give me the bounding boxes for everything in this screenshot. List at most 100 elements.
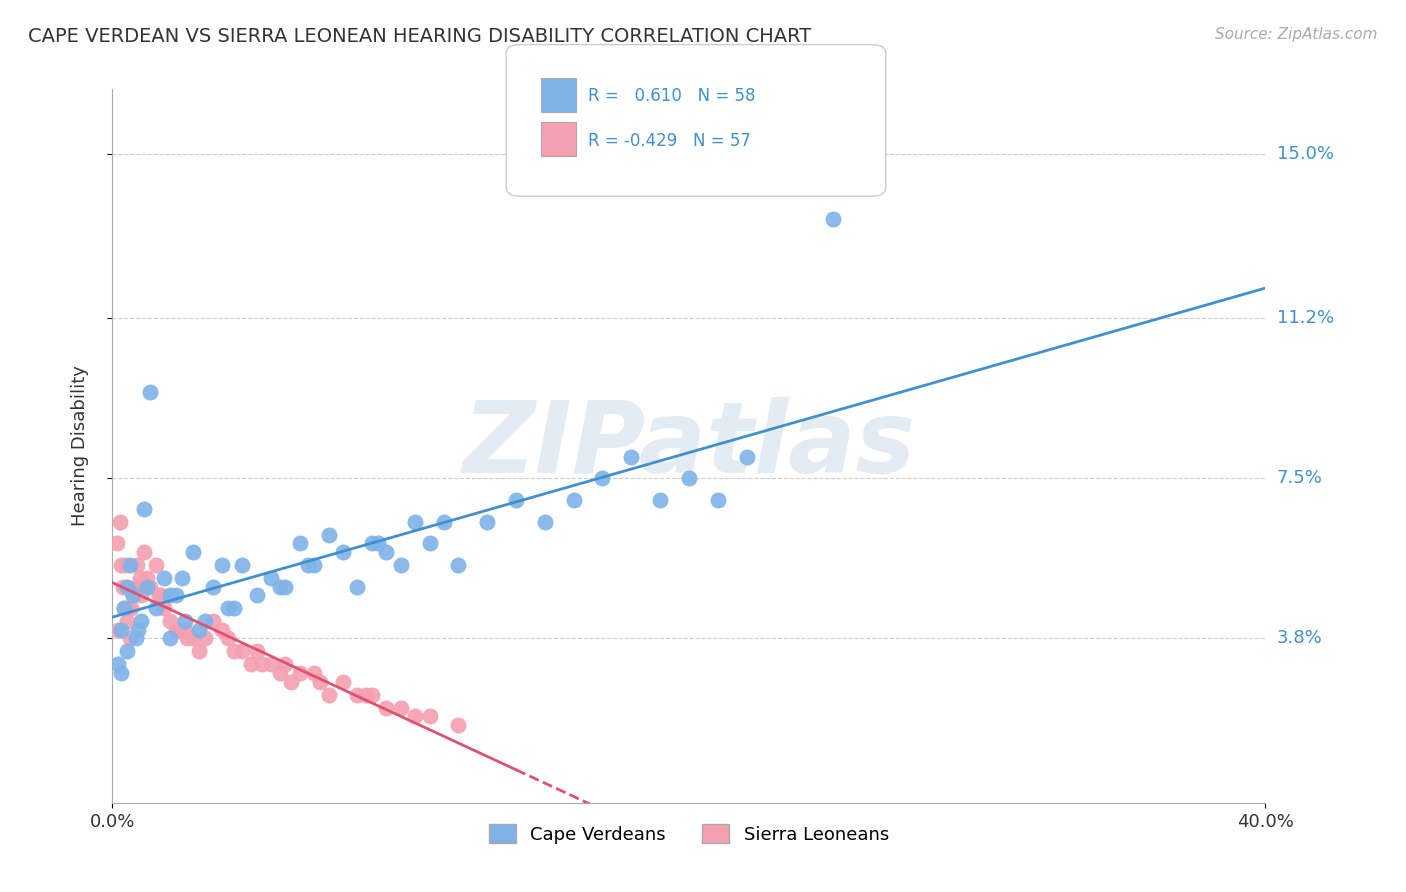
Point [231, 644, 253, 658]
Point [115, 614, 138, 628]
Point [173, 614, 195, 628]
Point [231, 558, 253, 572]
Point [332, 674, 354, 689]
Point [389, 558, 412, 572]
Point [114, 558, 136, 572]
Point [620, 450, 643, 464]
Point [246, 588, 269, 602]
Point [110, 558, 132, 572]
Point [188, 644, 211, 658]
Point [252, 657, 274, 672]
Point [361, 688, 384, 702]
Text: R = -0.429   N = 57: R = -0.429 N = 57 [588, 132, 751, 150]
Text: CAPE VERDEAN VS SIERRA LEONEAN HEARING DISABILITY CORRELATION CHART: CAPE VERDEAN VS SIERRA LEONEAN HEARING D… [28, 27, 811, 45]
Point [173, 623, 195, 637]
Point [309, 674, 332, 689]
Point [274, 657, 297, 672]
Point [217, 632, 239, 646]
Point [170, 571, 193, 585]
Point [288, 536, 311, 550]
Point [735, 450, 758, 464]
Point [128, 571, 150, 585]
Point [112, 601, 135, 615]
Point [222, 644, 245, 658]
Y-axis label: Hearing Disability: Hearing Disability [70, 366, 89, 526]
Point [346, 580, 368, 594]
Point [121, 588, 143, 602]
Point [124, 580, 146, 594]
Point [367, 536, 389, 550]
Point [318, 527, 340, 541]
Point [118, 632, 141, 646]
Point [136, 580, 159, 594]
Point [375, 545, 398, 559]
Point [159, 588, 181, 602]
Point [260, 571, 283, 585]
Point [678, 471, 700, 485]
Point [354, 688, 377, 702]
Point [211, 623, 233, 637]
Point [562, 493, 585, 508]
Point [153, 601, 176, 615]
Point [650, 493, 672, 508]
Point [274, 580, 297, 594]
Point [165, 623, 187, 637]
Point [433, 515, 456, 529]
Text: 7.5%: 7.5% [1277, 469, 1323, 487]
Point [150, 588, 173, 602]
Point [419, 536, 441, 550]
Point [194, 614, 217, 628]
Point [304, 558, 326, 572]
Point [121, 588, 143, 602]
Point [159, 614, 181, 628]
Point [217, 601, 239, 615]
Point [239, 657, 262, 672]
Point [124, 632, 146, 646]
Point [120, 601, 142, 615]
Point [181, 632, 204, 646]
Point [332, 545, 354, 559]
Point [404, 515, 426, 529]
Point [389, 700, 412, 714]
Point [107, 623, 129, 637]
Point [115, 580, 138, 594]
Point [375, 700, 398, 714]
Point [318, 688, 340, 702]
Point [107, 657, 129, 672]
Point [134, 501, 156, 516]
Point [110, 623, 132, 637]
Point [115, 644, 138, 658]
Point [139, 384, 162, 399]
Point [269, 580, 291, 594]
Point [110, 666, 132, 681]
Point [125, 558, 148, 572]
Point [165, 588, 187, 602]
Point [447, 558, 470, 572]
Point [159, 632, 181, 646]
Point [346, 688, 368, 702]
Point [222, 601, 245, 615]
Point [127, 580, 149, 594]
Point [447, 718, 470, 732]
Text: R =   0.610   N = 58: R = 0.610 N = 58 [588, 87, 755, 105]
Point [246, 644, 269, 658]
Text: 11.2%: 11.2% [1277, 310, 1334, 327]
Point [188, 623, 211, 637]
Text: 3.8%: 3.8% [1277, 630, 1322, 648]
Text: ZIPatlas: ZIPatlas [463, 398, 915, 494]
Point [181, 545, 204, 559]
Point [477, 515, 499, 529]
Point [105, 536, 128, 550]
Point [127, 623, 149, 637]
Point [361, 536, 384, 550]
Point [139, 580, 162, 594]
Text: 15.0%: 15.0% [1277, 145, 1333, 163]
Point [280, 674, 302, 689]
Point [145, 558, 167, 572]
Point [117, 601, 139, 615]
Point [288, 666, 311, 681]
Point [404, 709, 426, 723]
Point [707, 493, 730, 508]
Point [134, 545, 156, 559]
Point [176, 632, 198, 646]
